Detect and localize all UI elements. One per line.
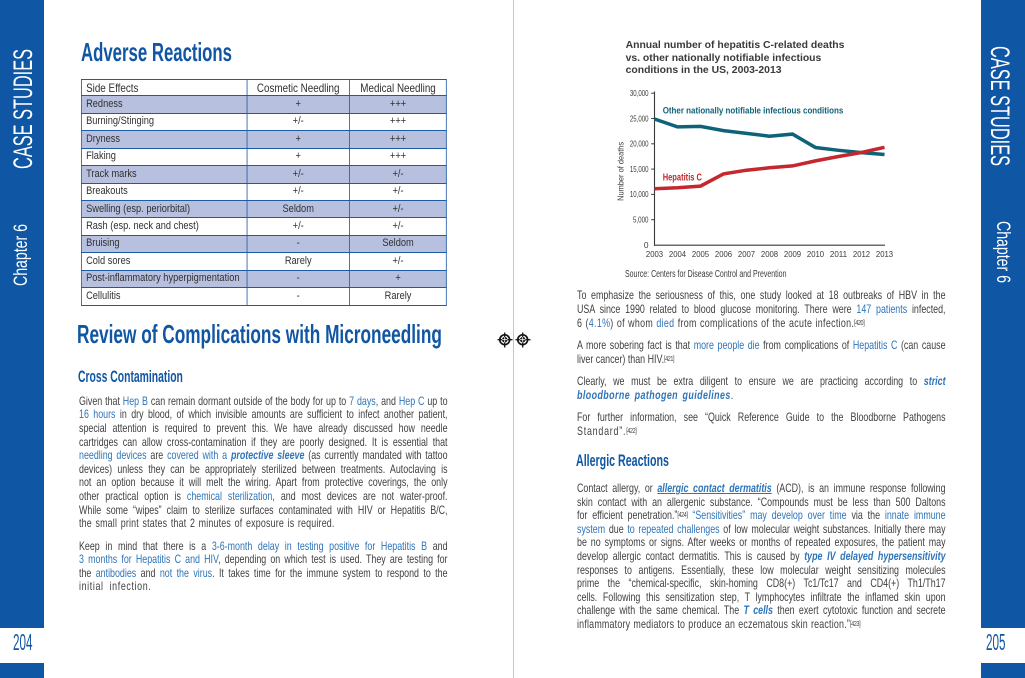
svg-text:2004: 2004 xyxy=(669,249,687,259)
svg-text:2006: 2006 xyxy=(715,249,733,259)
svg-text:2007: 2007 xyxy=(738,249,756,259)
svg-text:25,000: 25,000 xyxy=(630,113,649,123)
svg-text:Other nationally notifiable in: Other nationally notifiable infectious c… xyxy=(663,105,844,116)
svg-text:2005: 2005 xyxy=(692,249,710,259)
svg-text:20,000: 20,000 xyxy=(630,139,649,149)
svg-text:5,000: 5,000 xyxy=(633,215,649,225)
svg-text:2012: 2012 xyxy=(853,249,871,259)
svg-text:0: 0 xyxy=(644,240,649,250)
svg-text:2011: 2011 xyxy=(830,249,848,259)
svg-text:2009: 2009 xyxy=(784,249,802,259)
svg-text:2010: 2010 xyxy=(807,249,825,259)
svg-text:30,000: 30,000 xyxy=(630,88,649,98)
svg-text:Hepatitis C: Hepatitis C xyxy=(663,173,702,184)
svg-text:2008: 2008 xyxy=(761,249,779,259)
svg-text:2003: 2003 xyxy=(646,249,664,259)
svg-text:10,000: 10,000 xyxy=(630,189,649,199)
svg-text:2013: 2013 xyxy=(876,249,894,259)
svg-text:Number of deaths: Number of deaths xyxy=(616,142,626,201)
svg-text:15,000: 15,000 xyxy=(630,164,649,174)
